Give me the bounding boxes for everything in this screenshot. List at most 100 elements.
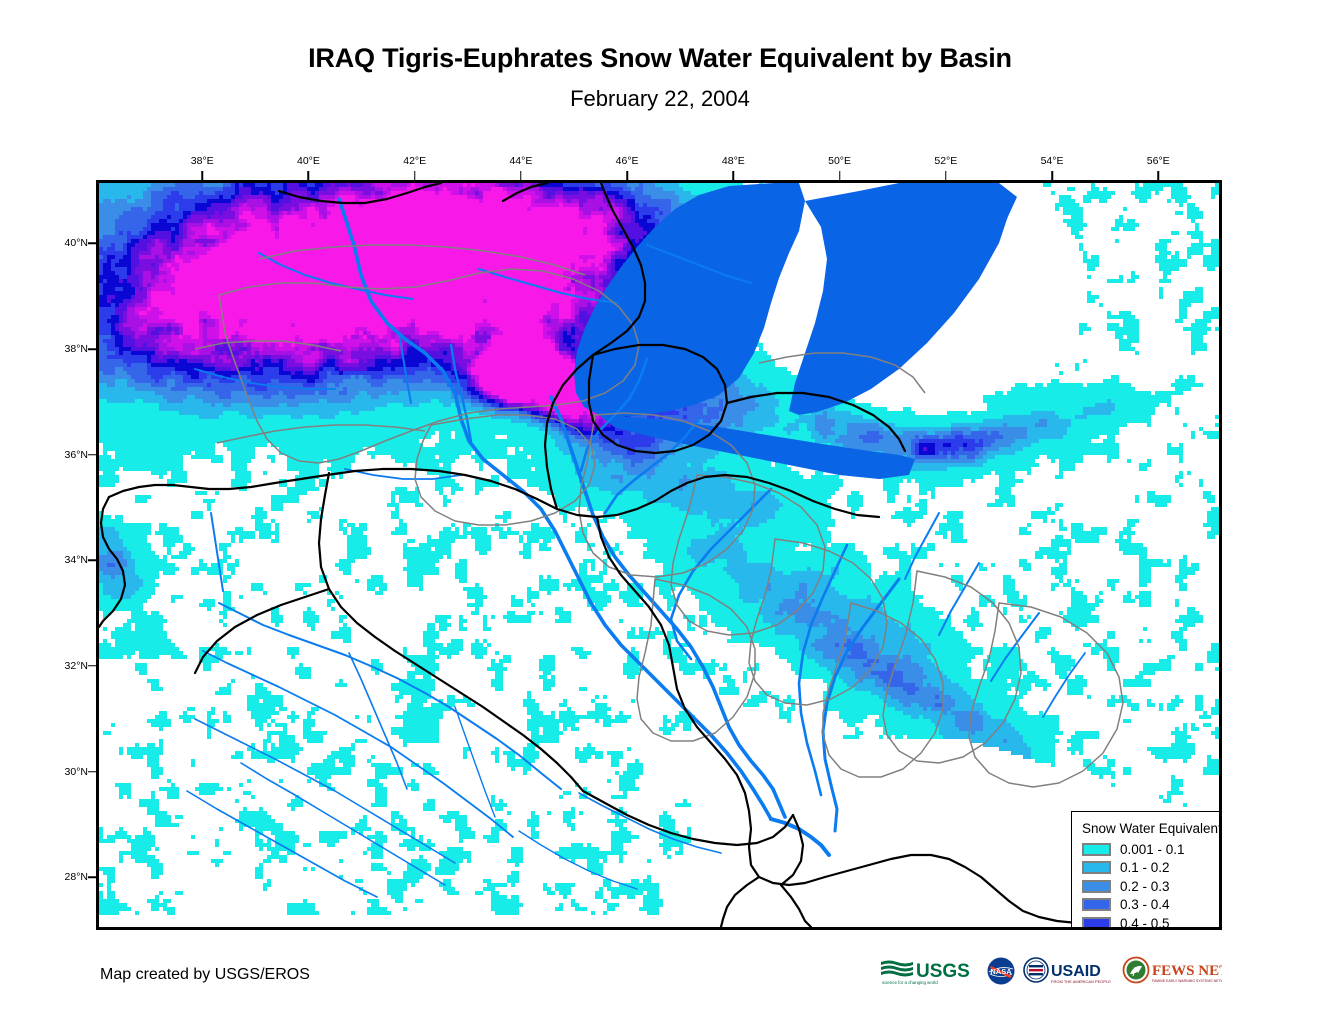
river-north-4 <box>194 368 336 390</box>
legend-row: 0.3 - 0.4 <box>1082 896 1219 915</box>
latitude-tick-mark <box>88 453 97 456</box>
agency-logo-strip: USGS science for a changing world NASA U… <box>879 956 1222 986</box>
longitude-tick-label: 52°E <box>934 155 958 167</box>
nasa-logo[interactable]: NASA <box>986 956 1016 986</box>
legend-title: Snow Water Equivalent (meters) <box>1082 821 1222 836</box>
river-lesser-zab <box>603 417 701 515</box>
longitude-tick-label: 50°E <box>828 155 852 167</box>
caspian-sea-bay <box>913 183 1017 247</box>
longitude-tick-mark <box>520 171 522 180</box>
page-title: IRAQ Tigris-Euphrates Snow Water Equival… <box>308 43 1012 73</box>
map-frame[interactable]: Snow Water Equivalent (meters) 0.001 - 0… <box>96 180 1222 930</box>
river-network-layer <box>186 197 1086 898</box>
basin-zagros-east <box>968 602 1124 788</box>
svg-text:USAID: USAID <box>1051 963 1101 980</box>
border-saudi-iraq <box>581 789 795 847</box>
river-wadi-5 <box>186 790 378 898</box>
longitude-tick-label: 38°E <box>190 155 214 167</box>
legend-row: 0.2 - 0.3 <box>1082 877 1219 896</box>
usaid-logo[interactable]: USAID FROM THE AMERICAN PEOPLE <box>1023 956 1115 986</box>
longitude-tick-mark <box>413 171 416 180</box>
latitude-tick-label: 36°N <box>64 448 88 461</box>
border-turkey-syria <box>107 467 881 519</box>
latitude-tick-label: 34°N <box>64 554 88 567</box>
river-khabur <box>449 343 473 443</box>
latitude-tick-mark <box>88 242 97 245</box>
latitude-tick-mark <box>88 876 97 878</box>
basin-east-line <box>758 352 926 394</box>
latitude-tick-label: 32°N <box>64 659 88 672</box>
map-canvas[interactable] <box>99 183 1219 927</box>
border-iran-north <box>725 391 907 453</box>
page-subtitle: February 22, 2004 <box>570 85 750 111</box>
latitude-tick-mark <box>88 348 97 350</box>
river-diyala <box>669 487 773 661</box>
basin-boundary-layer <box>194 244 1124 788</box>
longitude-tick-label: 48°E <box>721 155 745 167</box>
title-block: IRAQ Tigris-Euphrates Snow Water Equival… <box>0 0 1320 111</box>
latitude-tick-label: 40°N <box>64 237 88 250</box>
river-wadi-1 <box>218 602 562 790</box>
fewsnet-logo[interactable]: FEWS NET FAMINE EARLY WARNING SYSTEMS NE… <box>1122 956 1222 986</box>
river-zagros-trib-1 <box>904 512 940 580</box>
latitude-tick-mark <box>88 665 97 667</box>
svg-text:FROM THE AMERICAN PEOPLE: FROM THE AMERICAN PEOPLE <box>1051 979 1111 984</box>
river-wadi-7 <box>454 706 496 818</box>
river-north-5 <box>344 468 462 480</box>
river-greater-zab <box>579 357 649 473</box>
river-north-2 <box>478 268 618 304</box>
basin-diyala <box>748 538 888 706</box>
border-georgia <box>501 183 549 203</box>
longitude-tick-label: 42°E <box>403 155 427 167</box>
longitude-tick-mark <box>201 171 203 180</box>
legend-class-list: 0.001 - 0.1 0.1 - 0.2 0.2 - 0.3 0.3 - 0.4 0.… <box>1082 840 1219 930</box>
border-turkey-iran <box>543 183 647 511</box>
basin-mid-line <box>216 424 426 444</box>
legend-label: 0.001 - 0.1 <box>1120 841 1185 857</box>
river-shatt-al-arab <box>769 817 831 857</box>
river-wadi-6 <box>348 652 408 790</box>
border-iraq-syria <box>317 471 585 793</box>
legend-row: 0.4 - 0.5 <box>1082 914 1219 930</box>
latitude-tick-label: 30°N <box>64 765 88 778</box>
map-legend: Snow Water Equivalent (meters) 0.001 - 0… <box>1071 811 1222 930</box>
longitude-tick-mark <box>1157 171 1159 180</box>
basin-karkheh <box>822 602 944 778</box>
legend-label: 0.3 - 0.4 <box>1120 897 1170 913</box>
svg-text:FEWS NET: FEWS NET <box>1152 963 1222 979</box>
legend-label: 0.1 - 0.2 <box>1120 860 1170 876</box>
border-iraq-iran <box>595 515 807 887</box>
longitude-tick-label: 54°E <box>1040 155 1064 167</box>
usgs-logo[interactable]: USGS science for a changing world <box>879 956 979 986</box>
river-wadi-3 <box>194 718 456 864</box>
border-jordan-saudi <box>193 587 331 675</box>
river-wadi-8 <box>578 792 722 854</box>
basin-lower-tigris <box>636 578 756 742</box>
svg-text:NASA: NASA <box>990 967 1012 976</box>
legend-label: 0.4 - 0.5 <box>1120 915 1170 930</box>
coast-kuwait-bay <box>719 875 761 927</box>
legend-swatch <box>1082 916 1111 927</box>
svg-text:FAMINE EARLY WARNING SYSTEMS N: FAMINE EARLY WARNING SYSTEMS NETWORK <box>1152 979 1222 983</box>
river-wadi-9 <box>518 830 638 890</box>
river-balikh <box>398 332 412 404</box>
basin-nw-line <box>194 340 342 352</box>
river-karun <box>821 577 901 833</box>
border-saudi-kuwait <box>779 813 805 887</box>
river-wadi-2 <box>202 650 514 838</box>
river-euphrates <box>337 197 773 821</box>
legend-swatch <box>1082 842 1111 856</box>
legend-swatch <box>1082 898 1111 912</box>
basin-tigris-upper <box>578 412 756 578</box>
caspian-south-shelf <box>599 415 915 479</box>
river-karkheh <box>797 543 849 797</box>
basin-khabur <box>414 414 596 526</box>
river-zagros-trib-3 <box>990 612 1040 682</box>
longitude-tick-label: 40°E <box>296 155 320 167</box>
longitude-tick-mark <box>626 171 628 180</box>
water-body-layer <box>574 183 1017 479</box>
latitude-tick-mark <box>88 770 97 773</box>
basin-upper-euphrates <box>218 268 640 464</box>
legend-label: 0.2 - 0.3 <box>1120 878 1170 894</box>
legend-row: 0.001 - 0.1 <box>1082 840 1219 859</box>
